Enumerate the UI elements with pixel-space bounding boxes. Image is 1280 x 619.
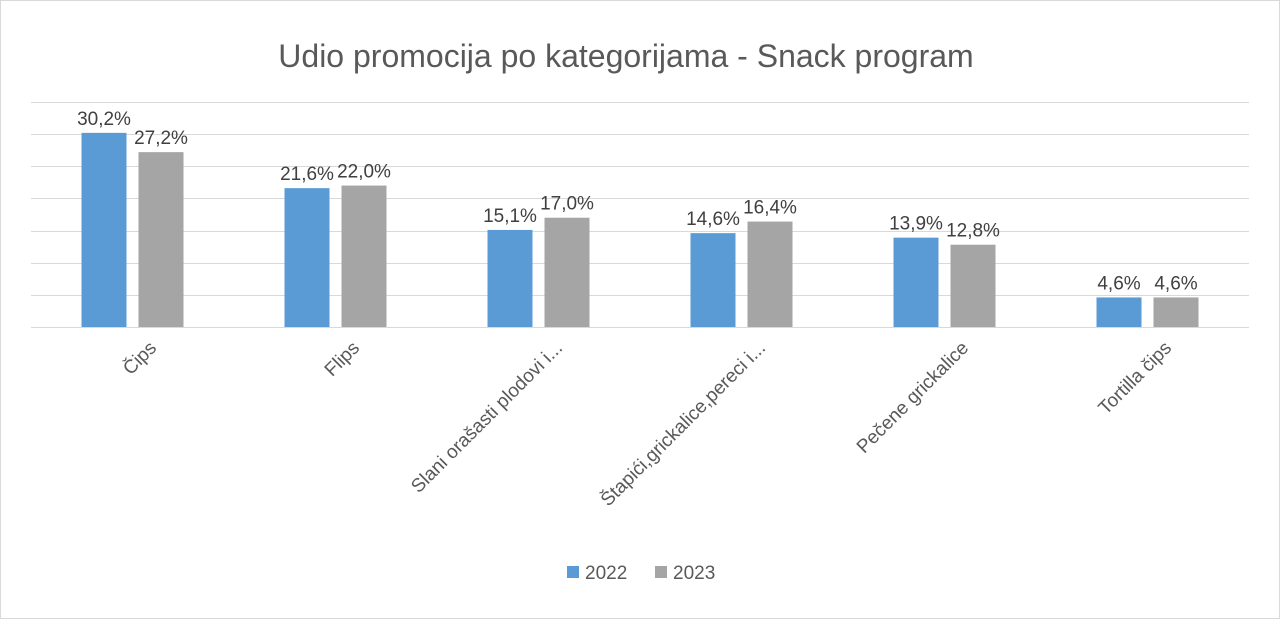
data-label-2023-0: 27,2% (134, 128, 188, 149)
bars (81, 132, 1199, 327)
bar-2023-0 (138, 152, 184, 327)
data-labels: 30,2%27,2% 21,6% 22,0% 15,1%17,0% 14,6%16,4%… (77, 109, 1198, 295)
bar-2023-5 (1153, 297, 1199, 327)
legend-swatch-2022 (567, 566, 579, 578)
category-label-2: Slani orašasti plodovi i... (407, 338, 567, 498)
data-label-2023-4: 12,8% (946, 221, 1000, 242)
data-label-2023-3: 16,4% (743, 198, 797, 219)
bar-2022-5 (1096, 297, 1142, 327)
data-label-2022-5: 4,6% (1097, 273, 1140, 294)
data-label-2022-4: 13,9% (889, 214, 943, 235)
bar-2022-1 (284, 188, 330, 327)
category-label-3: Štapići,grickalice,pereci i... (596, 337, 770, 511)
legend: 2022 2023 (567, 563, 715, 584)
legend-label-2023: 2023 (673, 563, 715, 584)
gridlines (31, 102, 1249, 328)
category-label-0: Čips (119, 337, 161, 379)
category-label-1: Flips (321, 338, 364, 381)
category-labels: Čips Flips Slani orašasti plodovi i... Štap… (119, 337, 1176, 511)
bar-2023-2 (544, 217, 590, 327)
bar-2023-1 (341, 185, 387, 327)
category-label-4: Pečene grickalice (853, 338, 973, 458)
bar-2022-4 (893, 237, 939, 327)
data-label-2023-5: 4,6% (1154, 273, 1197, 294)
data-label-2022-1: 21,6% (280, 164, 334, 185)
data-label-2022-3: 14,6% (686, 209, 740, 230)
bar-2022-0 (81, 132, 127, 327)
bar-2023-4 (950, 244, 996, 327)
legend-label-2022: 2022 (585, 563, 627, 584)
category-label-5: Tortilla čips (1095, 338, 1176, 419)
data-label-2022-2: 15,1% (483, 206, 537, 227)
data-label-2023-1: 22,0% (337, 162, 391, 183)
bar-2022-3 (690, 233, 736, 327)
bar-2023-3 (747, 221, 793, 327)
bar-2022-2 (487, 229, 533, 327)
data-label-2023-2: 17,0% (540, 194, 594, 215)
data-label-2022-0: 30,2% (77, 109, 131, 130)
legend-swatch-2023 (655, 566, 667, 578)
chart-title: Udio promocija po kategorijama - Snack p… (278, 38, 973, 74)
